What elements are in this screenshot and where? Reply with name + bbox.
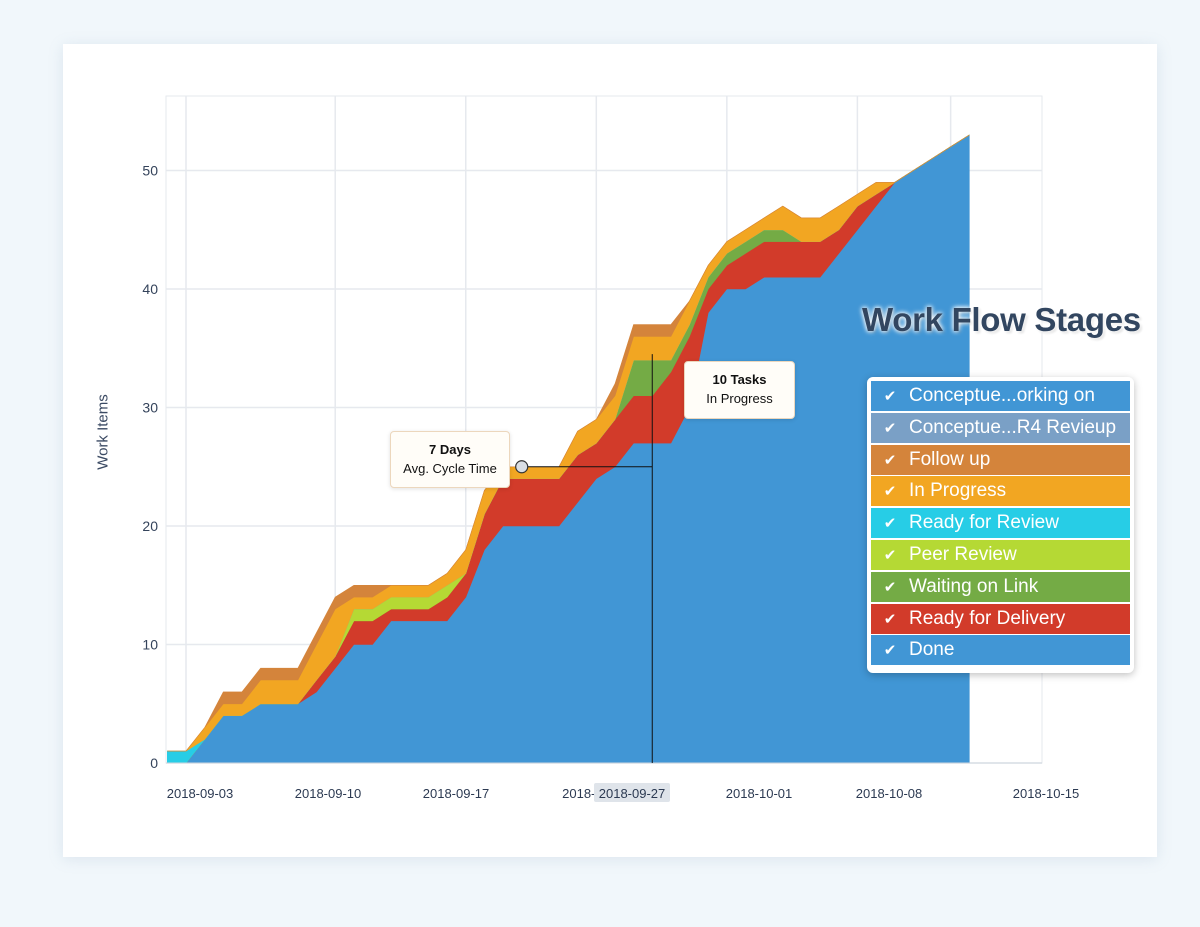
legend-item-label: Ready for Delivery [909,607,1066,629]
legend-item-label: In Progress [909,480,1007,502]
legend: ✔ Conceptue...orking on ✔ Conceptue...R4 Re… [867,377,1134,674]
x-tick-label: 2018-09-03 [167,786,234,801]
x-tick-label: 2018-10-08 [856,786,923,801]
legend-item-label: Done [909,639,955,661]
legend-title: Work Flow Stages [862,301,1141,338]
x-tick-label: 2018-09-10 [295,786,362,801]
x-tick-label: 2018-10-01 [726,786,793,801]
y-axis-ticks: 0 10 20 30 40 50 [142,163,158,772]
check-icon: ✔ [883,450,897,469]
legend-item[interactable]: ✔ Done [871,635,1130,666]
check-icon: ✔ [883,514,897,533]
x-tick-highlight [594,783,670,802]
legend-item-label: Waiting on Link [909,575,1039,597]
x-tick-label: 2018-09-27 [599,786,666,801]
in-progress-label: In Progress [706,390,773,406]
legend-item[interactable]: ✔ Peer Review [871,539,1130,570]
legend-item[interactable]: ✔ In Progress [871,476,1130,507]
y-tick-label: 50 [142,163,158,179]
y-tick-label: 40 [142,281,158,297]
legend-item[interactable]: ✔ Conceptue...R4 Revieup [871,412,1130,443]
check-icon: ✔ [883,577,897,596]
legend-item-label: Peer Review [909,543,1017,565]
cycle-time-callout: 7 Days Avg. Cycle Time [390,431,510,488]
legend-item-label: Ready for Review [909,512,1059,534]
y-axis-title: Work Items [94,394,112,470]
legend-item[interactable]: ✔ Ready for Review [871,508,1130,539]
check-icon: ✔ [883,387,897,405]
legend-item[interactable]: ✔ Follow up [871,444,1130,475]
x-axis-ticks: 2018-09-03 2018-09-10 2018-09-17 2018-09201… [167,783,1080,802]
check-icon: ✔ [883,418,897,437]
legend-item[interactable]: ✔ Conceptue...orking on [871,381,1130,411]
area-follow-up [167,134,970,752]
y-tick-label: 0 [150,755,158,771]
check-icon: ✔ [883,545,897,564]
legend-item[interactable]: ✔ Ready for Delivery [871,603,1130,634]
in-progress-value: 10 Tasks [712,372,767,387]
cycle-time-value: 7 Days [429,442,471,457]
check-icon: ✔ [883,482,897,501]
y-tick-label: 30 [142,400,158,416]
check-icon: ✔ [883,609,897,628]
annotation-lines [515,354,653,763]
legend-item-label: Conceptue...R4 Revieup [909,416,1117,438]
check-icon: ✔ [883,641,897,660]
cycle-time-marker [515,460,529,474]
x-tick-label: 2018-09-17 [423,786,490,801]
in-progress-callout: 10 Tasks In Progress [684,361,795,419]
legend-item[interactable]: ✔ Waiting on Link [871,571,1130,602]
y-tick-label: 20 [142,518,158,534]
stacked-areas [166,134,1042,764]
legend-item-label: Follow up [909,448,991,470]
legend-item-label: Conceptue...orking on [909,385,1095,406]
cycle-time-label: Avg. Cycle Time [403,460,497,476]
x-tick-label: 2018-10-15 [1013,786,1080,801]
y-tick-label: 10 [142,637,158,653]
